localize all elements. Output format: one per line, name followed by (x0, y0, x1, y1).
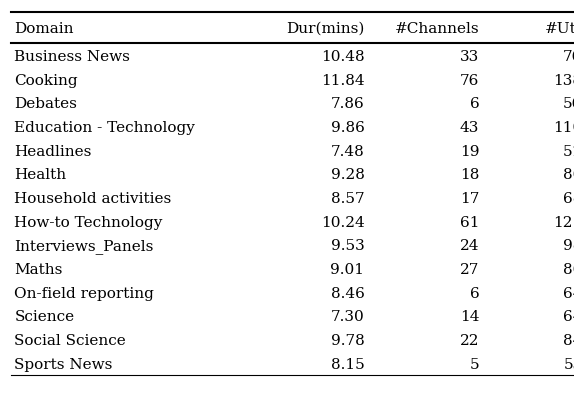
Text: How-to Technology: How-to Technology (14, 216, 162, 230)
Text: 10.48: 10.48 (321, 50, 364, 64)
Text: 9.78: 9.78 (331, 334, 364, 348)
Text: 110: 110 (553, 121, 574, 135)
Text: 98: 98 (563, 239, 574, 253)
Text: Dur(mins): Dur(mins) (286, 22, 364, 36)
Text: Cooking: Cooking (14, 74, 78, 88)
Text: 11.84: 11.84 (321, 74, 364, 88)
Text: 138: 138 (553, 74, 574, 88)
Text: 7.30: 7.30 (331, 310, 364, 324)
Text: 7.48: 7.48 (331, 145, 364, 159)
Text: 9.28: 9.28 (331, 169, 364, 182)
Text: On-field reporting: On-field reporting (14, 287, 154, 301)
Text: 86: 86 (563, 263, 574, 277)
Text: 17: 17 (460, 192, 479, 206)
Text: 9.86: 9.86 (331, 121, 364, 135)
Text: #Channels: #Channels (395, 22, 479, 36)
Text: 61: 61 (460, 216, 479, 230)
Text: 8.15: 8.15 (331, 358, 364, 372)
Text: 9.53: 9.53 (331, 239, 364, 253)
Text: 86: 86 (563, 169, 574, 182)
Text: 9.01: 9.01 (331, 263, 364, 277)
Text: 76: 76 (460, 74, 479, 88)
Text: 22: 22 (460, 334, 479, 348)
Text: Sports News: Sports News (14, 358, 113, 372)
Text: Household activities: Household activities (14, 192, 172, 206)
Text: Maths: Maths (14, 263, 63, 277)
Text: Interviews_Panels: Interviews_Panels (14, 239, 154, 254)
Text: 8.46: 8.46 (331, 287, 364, 301)
Text: 24: 24 (460, 239, 479, 253)
Text: 68: 68 (563, 192, 574, 206)
Text: 14: 14 (460, 310, 479, 324)
Text: Health: Health (14, 169, 67, 182)
Text: 121: 121 (553, 216, 574, 230)
Text: 10.24: 10.24 (321, 216, 364, 230)
Text: 51: 51 (563, 145, 574, 159)
Text: Education - Technology: Education - Technology (14, 121, 195, 135)
Text: 5: 5 (470, 358, 479, 372)
Text: Debates: Debates (14, 98, 77, 111)
Text: 56: 56 (563, 98, 574, 111)
Text: Headlines: Headlines (14, 145, 92, 159)
Text: 53: 53 (563, 358, 574, 372)
Text: 6: 6 (470, 98, 479, 111)
Text: 43: 43 (460, 121, 479, 135)
Text: 19: 19 (460, 145, 479, 159)
Text: 84: 84 (563, 334, 574, 348)
Text: Social Science: Social Science (14, 334, 126, 348)
Text: Science: Science (14, 310, 75, 324)
Text: 64: 64 (563, 310, 574, 324)
Text: Business News: Business News (14, 50, 130, 64)
Text: #Utt: #Utt (545, 22, 574, 36)
Text: 8.57: 8.57 (331, 192, 364, 206)
Text: 6: 6 (470, 287, 479, 301)
Text: 64: 64 (563, 287, 574, 301)
Text: 33: 33 (460, 50, 479, 64)
Text: 7.86: 7.86 (331, 98, 364, 111)
Text: 18: 18 (460, 169, 479, 182)
Text: 76: 76 (563, 50, 574, 64)
Text: Domain: Domain (14, 22, 74, 36)
Text: 27: 27 (460, 263, 479, 277)
